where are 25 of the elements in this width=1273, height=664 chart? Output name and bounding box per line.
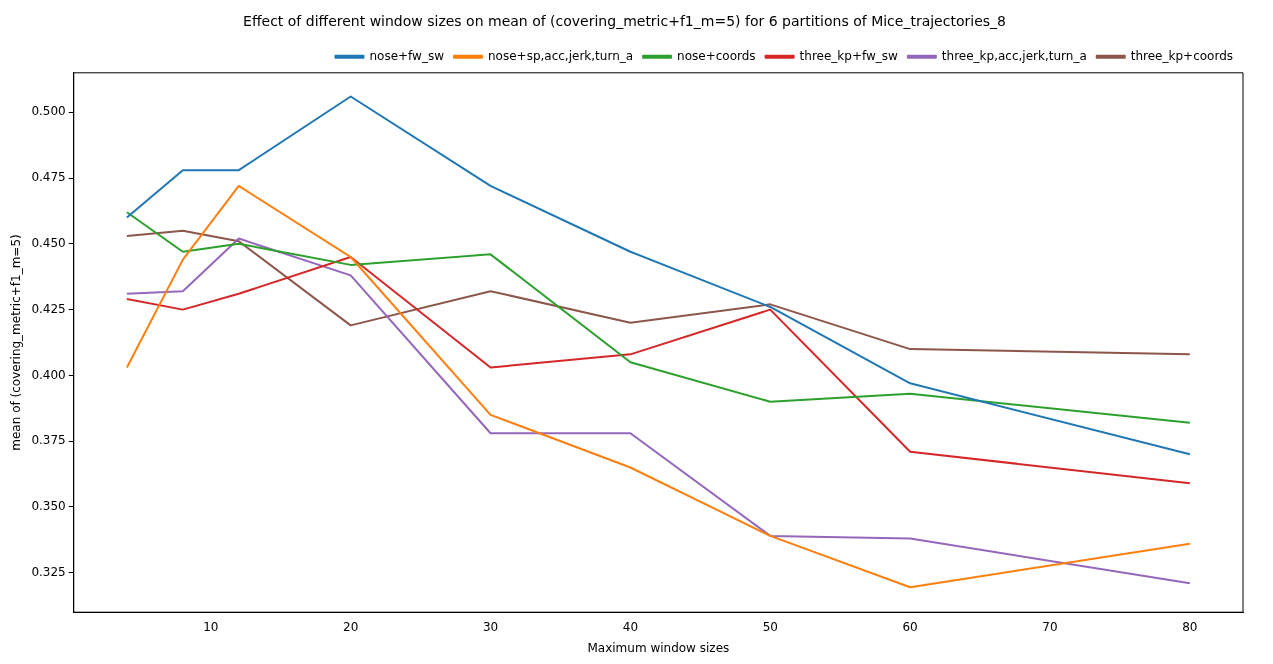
y-tick-label: 0.325 (31, 564, 66, 579)
y-tick-label: 0.400 (31, 367, 66, 382)
x-tick-label: 40 (622, 619, 639, 634)
x-tick-label: 20 (343, 619, 359, 634)
x-tick-label: 60 (902, 619, 918, 634)
chart-title: Effect of different window sizes on mean of (covering_metric+f1_m=5) for 6 partitions of Mice_trajectories_8 (243, 13, 1006, 30)
legend-label: nose+coords (677, 48, 756, 63)
y-tick-label: 0.450 (31, 235, 66, 250)
x-tick-label: 30 (482, 619, 499, 634)
y-tick-label: 0.350 (31, 499, 66, 514)
x-tick-label: 80 (1182, 619, 1198, 634)
legend-label: three_kp,acc,jerk,turn_a (941, 48, 1087, 63)
x-tick-label: 70 (1042, 619, 1058, 634)
y-tick-label: 0.375 (31, 433, 66, 448)
x-tick-label: 50 (762, 619, 778, 634)
legend-label: three_kp+fw_sw (799, 48, 899, 63)
y-tick-label: 0.500 (31, 104, 66, 119)
legend-label: nose+fw_sw (369, 48, 445, 63)
x-tick-label: 10 (203, 619, 219, 634)
y-tick-label: 0.475 (31, 170, 66, 185)
legend-label: three_kp+coords (1130, 48, 1234, 63)
legend-label: nose+sp,acc,jerk,turn_a (488, 48, 634, 63)
y-tick-label: 0.425 (31, 301, 66, 316)
x-axis-title: Maximum window sizes (587, 640, 730, 655)
y-axis-title: mean of (covering_metric+f1_m=5) (9, 234, 24, 451)
